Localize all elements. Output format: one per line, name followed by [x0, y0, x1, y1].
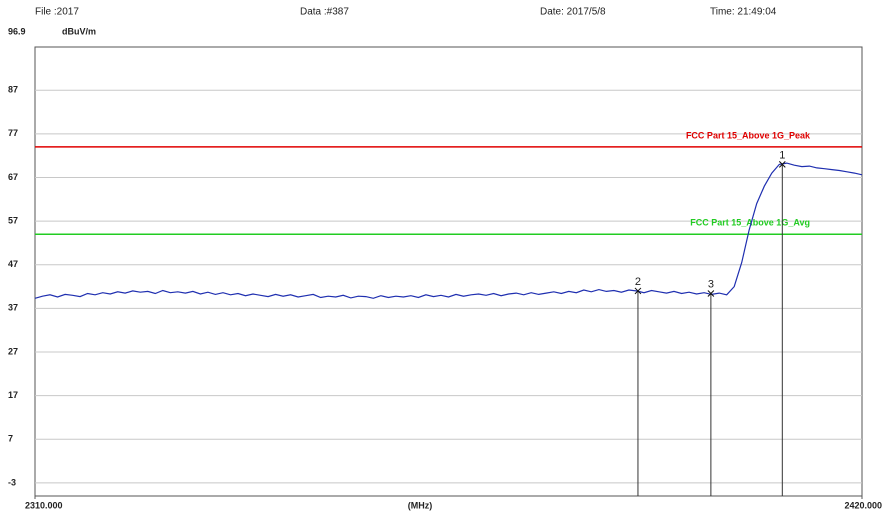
x-label: (MHz): [408, 500, 433, 510]
limit-label: FCC Part 15_Above 1G_Avg: [690, 218, 810, 228]
marker-label: 3: [708, 278, 714, 290]
y-tick-label: 96.9: [8, 26, 26, 36]
time-label: Time: 21:49:04: [710, 7, 777, 18]
y-tick-label: 47: [8, 259, 18, 269]
y-tick-label: 87: [8, 85, 18, 95]
marker-label: 2: [635, 276, 641, 288]
file-label: File :2017: [35, 7, 79, 18]
limit-label: FCC Part 15_Above 1G_Peak: [686, 130, 811, 140]
y-tick-label: 57: [8, 215, 18, 225]
y-tick-label: -3: [8, 477, 16, 487]
y-tick-label: 67: [8, 172, 18, 182]
y-tick-label: 7: [8, 434, 13, 444]
date-label: Date: 2017/5/8: [540, 7, 606, 18]
y-unit: dBuV/m: [62, 26, 96, 36]
y-tick-label: 37: [8, 303, 18, 313]
y-tick-label: 27: [8, 346, 18, 356]
marker-cross: [634, 287, 642, 295]
x-tick-label: 2310.000: [25, 500, 63, 510]
plot-area: [34, 46, 863, 497]
marker-label: 1: [779, 149, 785, 161]
y-tick-label: 17: [8, 390, 18, 400]
y-tick-label: 77: [8, 128, 18, 138]
trace: [34, 162, 863, 299]
marker-cross: [707, 290, 715, 297]
data-label: Data :#387: [300, 7, 349, 18]
x-tick-label: 2420.000: [844, 500, 882, 510]
marker-cross: [778, 161, 786, 168]
